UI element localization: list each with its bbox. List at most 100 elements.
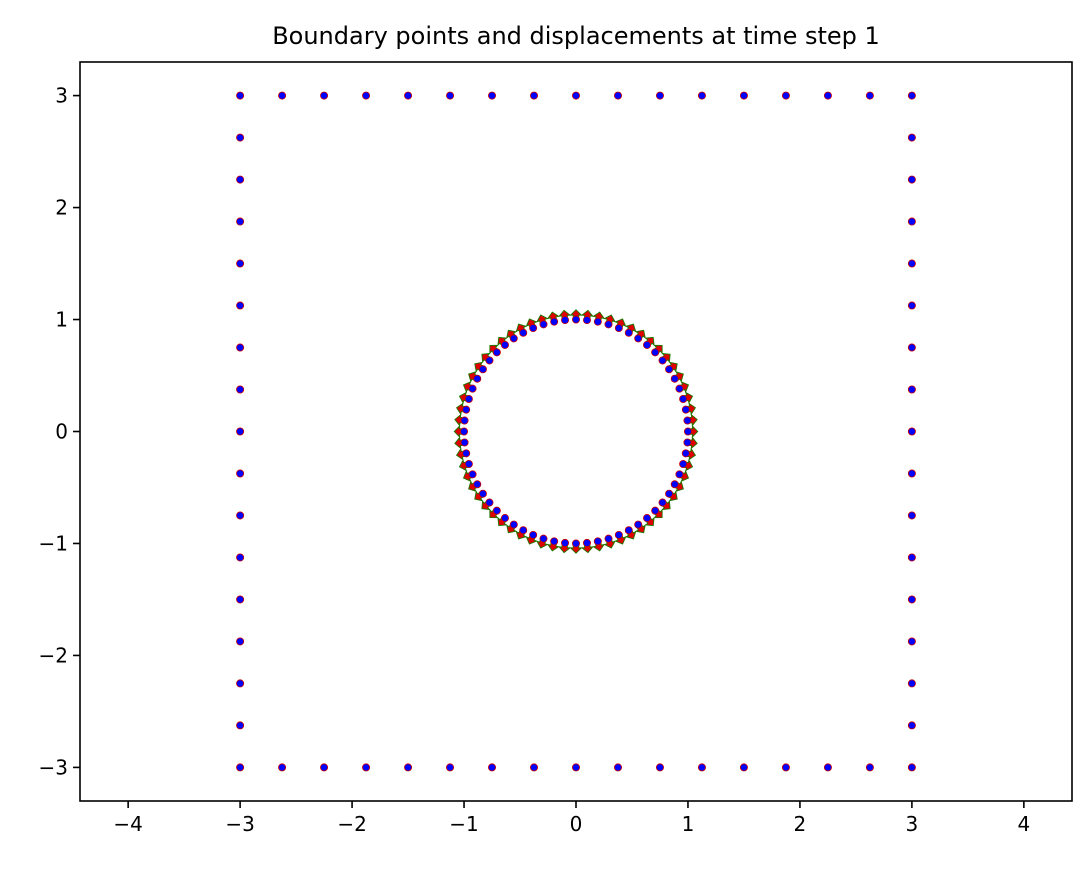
- inner-boundary-point: [492, 348, 501, 357]
- outer-boundary-point: [236, 469, 245, 478]
- outer-boundary-point: [236, 595, 245, 604]
- inner-boundary-point: [643, 340, 652, 349]
- inner-boundary-point: [670, 374, 679, 383]
- outer-boundary-point: [236, 385, 245, 394]
- outer-boundary-point: [236, 217, 245, 226]
- inner-boundary-point: [634, 520, 643, 529]
- inner-boundary-point: [681, 405, 690, 414]
- outer-boundary-point: [613, 91, 622, 100]
- outer-boundary-point: [739, 763, 748, 772]
- inner-boundary-point: [643, 514, 652, 523]
- inner-boundary-point: [539, 534, 548, 543]
- outer-boundary-point: [907, 637, 916, 646]
- outer-boundary-point: [278, 763, 287, 772]
- inner-boundary-point: [485, 356, 494, 365]
- inner-boundary-point: [561, 538, 570, 547]
- outer-boundary-point: [236, 259, 245, 268]
- y-tick-label: 2: [55, 196, 68, 220]
- outer-boundary-point: [404, 91, 413, 100]
- outer-boundary-point: [907, 469, 916, 478]
- x-tick-label: −2: [337, 812, 366, 836]
- outer-boundary-point: [320, 91, 329, 100]
- inner-boundary-point: [468, 384, 477, 393]
- inner-boundary-point: [624, 328, 633, 337]
- outer-boundary-point: [907, 763, 916, 772]
- inner-boundary-point: [675, 384, 684, 393]
- outer-boundary-point: [236, 721, 245, 730]
- outer-boundary-point: [488, 91, 497, 100]
- outer-boundary-point: [530, 763, 539, 772]
- outer-boundary-point: [907, 91, 916, 100]
- outer-boundary-point: [236, 553, 245, 562]
- outer-boundary-point: [236, 91, 245, 100]
- outer-boundary-point: [907, 511, 916, 520]
- outer-boundary-point: [907, 595, 916, 604]
- y-tick-label: −2: [39, 643, 68, 667]
- inner-boundary-point: [478, 489, 487, 498]
- x-tick-label: −3: [225, 812, 254, 836]
- inner-boundary-point: [624, 526, 633, 535]
- inner-boundary-point: [604, 534, 613, 543]
- outer-boundary-point: [572, 91, 581, 100]
- inner-boundary-point: [550, 537, 559, 546]
- inner-boundary-point: [473, 480, 482, 489]
- outer-boundary-point: [236, 133, 245, 142]
- outer-boundary-point: [907, 679, 916, 688]
- outer-boundary-point: [865, 91, 874, 100]
- inner-boundary-point: [550, 317, 559, 326]
- outer-boundary-point: [236, 637, 245, 646]
- inner-boundary-points: [460, 315, 692, 548]
- inner-boundary-point: [561, 316, 570, 325]
- outer-boundary-point: [655, 91, 664, 100]
- outer-boundary-point: [823, 763, 832, 772]
- inner-boundary-point: [500, 514, 509, 523]
- inner-boundary-point: [460, 438, 469, 447]
- outer-boundary-point: [781, 763, 790, 772]
- outer-boundary-point: [907, 427, 916, 436]
- x-tick-label: −1: [449, 812, 478, 836]
- inner-boundary-point: [681, 449, 690, 458]
- outer-boundary-point: [655, 763, 664, 772]
- inner-boundary-point: [604, 320, 613, 329]
- axes-frame: [79, 61, 1073, 802]
- outer-boundary-point: [236, 679, 245, 688]
- inner-boundary-point: [665, 489, 674, 498]
- outer-boundary-point: [530, 91, 539, 100]
- inner-boundary-point: [582, 316, 591, 325]
- inner-boundary-point: [468, 470, 477, 479]
- outer-boundary-point: [362, 91, 371, 100]
- inner-boundary-point: [464, 394, 473, 403]
- inner-boundary-point: [572, 315, 581, 324]
- inner-boundary-point: [665, 365, 674, 374]
- inner-boundary-point: [539, 320, 548, 329]
- outer-boundary-point: [865, 763, 874, 772]
- inner-boundary-point: [462, 405, 471, 414]
- displacement-arrows: [453, 309, 699, 554]
- outer-boundary-point: [739, 91, 748, 100]
- outer-boundary-point: [823, 91, 832, 100]
- inner-boundary-point: [492, 506, 501, 515]
- y-tick-label: −3: [39, 755, 68, 779]
- inner-boundary-point: [675, 470, 684, 479]
- inner-boundary-point: [634, 334, 643, 343]
- outer-boundary-point: [236, 511, 245, 520]
- inner-boundary-point: [651, 348, 660, 357]
- outer-boundary-point: [907, 553, 916, 562]
- outer-boundary-point: [236, 343, 245, 352]
- plot-area: −4 −3 −2 −1 0 1 2 3 4 −3 −2 −1 0 1 2 3: [39, 61, 1073, 836]
- outer-boundary-point: [404, 763, 413, 772]
- chart-title: Boundary points and displacements at tim…: [272, 22, 880, 50]
- outer-boundary-point: [236, 427, 245, 436]
- outer-boundary-point: [697, 763, 706, 772]
- outer-boundary-point: [278, 91, 287, 100]
- inner-boundary-point: [500, 340, 509, 349]
- inner-boundary-point: [572, 539, 581, 548]
- inner-boundary-point: [683, 438, 692, 447]
- inner-boundary-point: [460, 416, 469, 425]
- outer-boundary-point: [907, 217, 916, 226]
- inner-boundary-point: [485, 498, 494, 507]
- inner-boundary-point: [614, 324, 623, 333]
- inner-boundary-point: [679, 394, 688, 403]
- inner-boundary-point: [509, 334, 518, 343]
